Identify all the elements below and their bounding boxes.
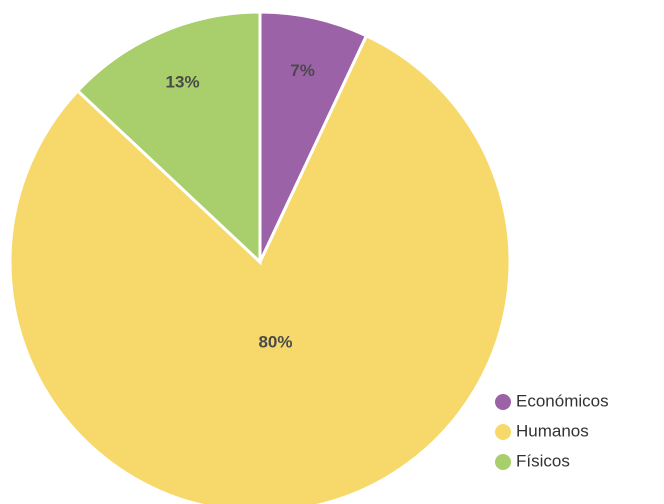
value-label: 13% <box>166 73 200 92</box>
legend-label: Económicos <box>516 391 609 410</box>
legend-swatch <box>495 424 511 440</box>
pie-slice <box>8 33 512 504</box>
legend-swatch <box>495 394 511 410</box>
pie-slice <box>75 10 262 266</box>
legend-label: Humanos <box>516 421 589 440</box>
value-label: 7% <box>290 61 315 80</box>
legend-swatch <box>495 454 511 470</box>
pie-slice <box>258 10 369 263</box>
legend-label: Físicos <box>516 451 570 470</box>
value-label: 80% <box>258 333 292 352</box>
